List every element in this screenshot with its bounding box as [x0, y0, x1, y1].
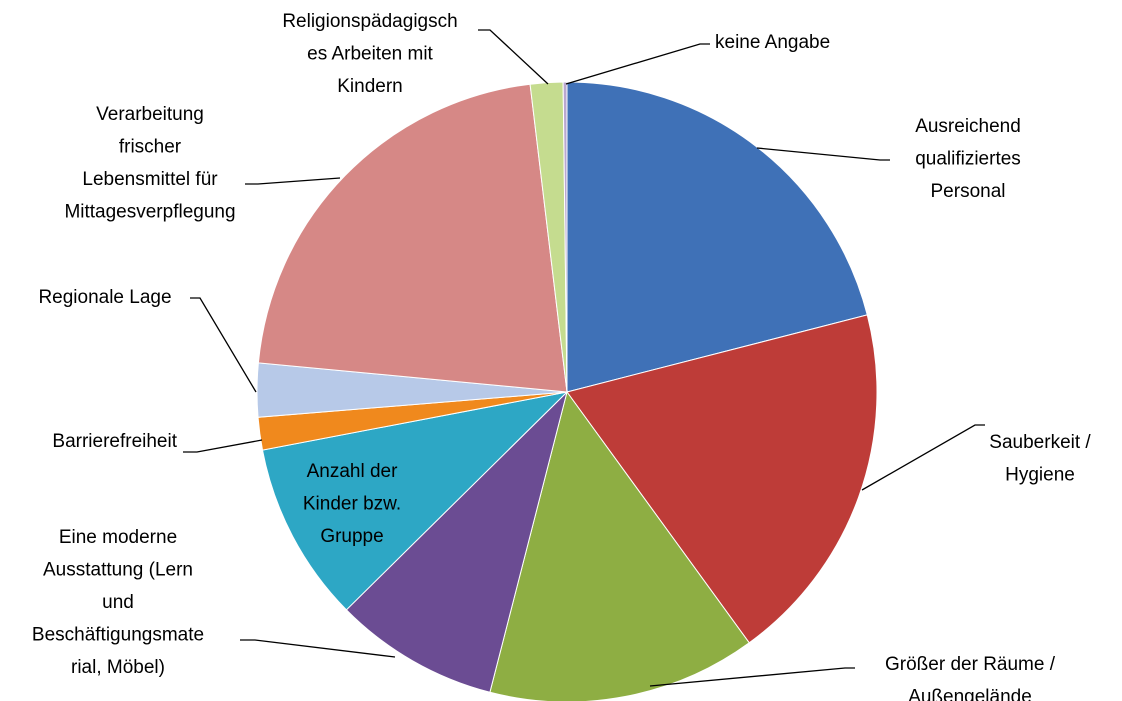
- pie-slice: [489, 390, 750, 701]
- slice-label: Religionspädagigsch es Arbeiten mit Kinder…: [282, 11, 457, 97]
- slice-label: Sauberkeit / Hygiene: [989, 432, 1091, 486]
- leader-line: [240, 639, 396, 658]
- pie-slice: [566, 314, 878, 644]
- pie-slice: [562, 81, 568, 393]
- leader-line: [565, 43, 710, 85]
- leader-line: [861, 424, 985, 491]
- slice-label: Größer der Räume / Außengelände: [885, 654, 1056, 701]
- pie-slice: [257, 83, 568, 393]
- slice-label: Verarbeitung frischer Lebensmittel für Mitt…: [64, 104, 235, 223]
- slice-label: keine Angabe: [715, 32, 830, 53]
- leader-line: [649, 667, 855, 687]
- leader-line: [756, 147, 890, 161]
- leader-line: [190, 297, 257, 393]
- pie-slice: [566, 81, 868, 393]
- leader-line: [245, 177, 341, 185]
- pie-slice: [261, 391, 569, 611]
- slice-label: Barrierefreiheit: [52, 431, 177, 452]
- slice-label: Eine moderne Ausstattung (Lern und Beschäft…: [32, 527, 204, 678]
- leader-lines: [183, 29, 985, 687]
- leader-line: [478, 29, 549, 85]
- slice-label: Anzahl der Kinder bzw. Gruppe: [303, 461, 401, 547]
- slice-label: Regionale Lage: [38, 287, 171, 308]
- pie: [256, 81, 878, 701]
- pie-slice: [345, 390, 568, 693]
- leader-line: [183, 439, 263, 453]
- slice-label: Ausreichend qualifiziertes Personal: [915, 116, 1021, 202]
